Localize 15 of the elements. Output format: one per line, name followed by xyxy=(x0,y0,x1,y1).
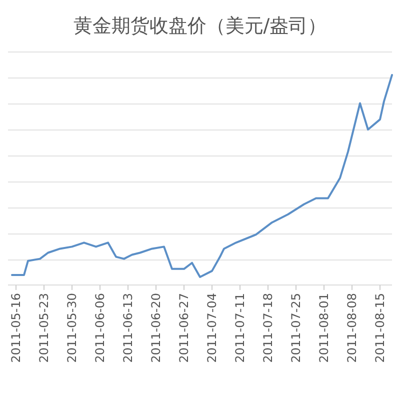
x-tick-label: 2011-07-11 xyxy=(233,293,247,363)
x-tick-label: 2011-07-25 xyxy=(289,293,303,363)
x-tick-label: 2011-08-01 xyxy=(317,293,331,363)
chart-title: 黄金期货收盘价（美元/盎司） xyxy=(73,15,327,37)
x-tick-label: 2011-06-20 xyxy=(149,293,163,363)
x-tick-label: 2011-05-16 xyxy=(9,293,23,363)
x-tick-label: 2011-07-18 xyxy=(261,293,275,363)
x-tick-label: 2011-07-04 xyxy=(205,293,219,363)
x-tick-label: 2011-06-27 xyxy=(177,293,191,363)
x-tick-label: 2011-06-06 xyxy=(93,293,107,363)
x-tick-label: 2011-06-13 xyxy=(121,293,135,363)
x-tick-label: 2011-05-23 xyxy=(37,293,51,363)
x-tick-label: 2011-08-08 xyxy=(345,293,359,363)
x-tick-label: 2011-05-30 xyxy=(65,293,79,363)
x-tick-label: 2011-08-15 xyxy=(373,293,387,363)
